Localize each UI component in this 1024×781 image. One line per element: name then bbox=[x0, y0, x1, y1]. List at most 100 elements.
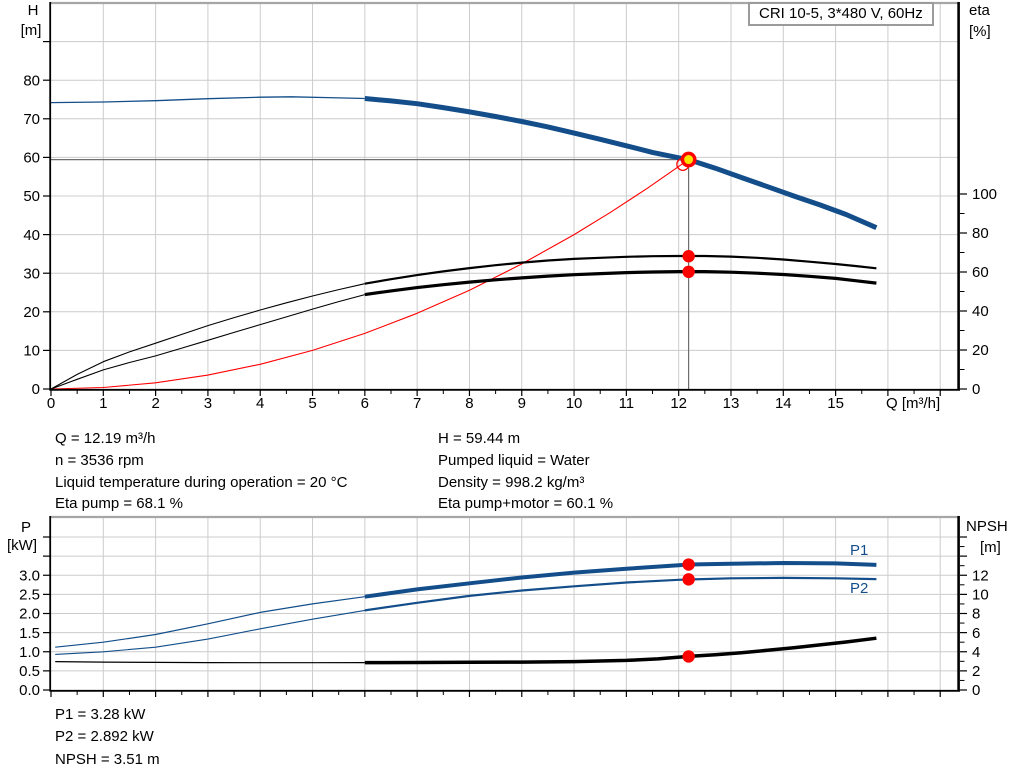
eta-pump-motor-curve-thin bbox=[50, 294, 365, 390]
result-p1: P1 = 3.28 kW bbox=[55, 706, 146, 723]
left-tick-label: 80 bbox=[23, 72, 40, 89]
x-tick-label: 13 bbox=[723, 395, 740, 412]
left-tick-label: 2.5 bbox=[19, 587, 40, 604]
x-tick-label: 4 bbox=[256, 395, 264, 412]
qh-eta-chart-x-ticks: 0 1 2 3 4 5 6 7 8 9 10 11 12 13 14 15 bbox=[47, 390, 941, 412]
x-tick-label: 11 bbox=[619, 395, 635, 412]
left-tick-label: 0.5 bbox=[19, 663, 40, 680]
info-eta-pump-motor: Eta pump+motor = 60.1 % bbox=[438, 495, 614, 513]
info-flow: Q = 12.19 m³/h bbox=[55, 430, 156, 447]
power-npsh-chart-right-ticks: 0 2 4 6 8 10 12 bbox=[960, 536, 989, 699]
npsh-curve-thin bbox=[55, 661, 365, 664]
power-npsh-chart-left-ticks: 0.0 0.5 1.0 1.5 2.0 2.5 3.0 bbox=[19, 536, 50, 699]
info-column-right: H = 59.44 m Pumped liquid = Water Densit… bbox=[438, 428, 613, 515]
right-tick-label: 0 bbox=[972, 381, 980, 398]
right-tick-label: 20 bbox=[972, 342, 989, 359]
info-density: Density = 998.2 kg/m³ bbox=[438, 473, 585, 491]
npsh-dot bbox=[682, 650, 695, 663]
eta-pump-motor-curve bbox=[364, 270, 877, 297]
left-tick-label: 0 bbox=[32, 381, 40, 398]
x-tick-label: 6 bbox=[361, 395, 369, 412]
left-tick-label: 1.5 bbox=[19, 625, 40, 642]
left-tick-label: 0.0 bbox=[19, 682, 40, 699]
qh-eta-chart: 0 1 2 3 4 5 6 7 8 9 10 11 12 13 14 15010203040506070800… bbox=[23, 1, 997, 412]
x-tick-label: 7 bbox=[413, 395, 421, 412]
x-tick-label: 0 bbox=[47, 395, 55, 412]
left-tick-label: 1.0 bbox=[19, 644, 40, 661]
qh-eta-chart-right-ticks: 0 20 40 60 80 100 bbox=[960, 186, 997, 398]
left-tick-label: 70 bbox=[23, 111, 40, 128]
eta-pump-motor-dot bbox=[682, 265, 695, 279]
info-eta-pump: Eta pump = 68.1 % bbox=[55, 495, 183, 513]
qh-curve bbox=[364, 96, 878, 230]
p2-curve-thin bbox=[55, 609, 365, 655]
power-npsh-chart-grid bbox=[51, 517, 958, 690]
right-tick-label: 80 bbox=[972, 225, 989, 242]
info-temperature: Liquid temperature during operation = 20… bbox=[55, 473, 348, 491]
results-block: P1 = 3.28 kW P2 = 2.892 kW NPSH = 3.51 m bbox=[55, 704, 160, 771]
info-liquid: Pumped liquid = Water bbox=[438, 451, 590, 469]
right-tick-label: 12 bbox=[972, 567, 989, 584]
duty-point-marker[interactable] bbox=[680, 151, 697, 168]
left-tick-label: 60 bbox=[23, 150, 40, 167]
x-tick-label: 14 bbox=[775, 395, 792, 412]
x-tick-label: 12 bbox=[670, 395, 687, 412]
eta-pump-curve-thin bbox=[50, 283, 365, 390]
qh-eta-chart-grid bbox=[51, 3, 958, 389]
system-curve bbox=[50, 159, 689, 390]
eta-pump-dot bbox=[682, 250, 695, 263]
left-tick-label: 3.0 bbox=[19, 567, 40, 584]
info-head: H = 59.44 m bbox=[438, 430, 521, 447]
left-tick-label: 10 bbox=[23, 343, 40, 360]
p2-dot bbox=[682, 573, 695, 586]
power-npsh-chart: 0.0 0.5 1.0 1.5 2.0 2.5 3.0 0 2 4 6 8 10 12 bbox=[19, 515, 989, 699]
q-axis-title: Q [m³/h] bbox=[886, 395, 941, 412]
left-tick-label: 40 bbox=[23, 227, 40, 244]
left-tick-label: 50 bbox=[23, 188, 40, 205]
x-tick-label: 15 bbox=[827, 395, 844, 412]
p2-curve bbox=[364, 576, 877, 612]
x-tick-label: 8 bbox=[465, 395, 473, 412]
npsh-curve bbox=[364, 636, 877, 665]
eta-axis-unit: [%] bbox=[969, 23, 991, 40]
result-p2: P2 = 2.892 kW bbox=[55, 728, 154, 746]
x-tick-label: 10 bbox=[566, 395, 583, 412]
right-tick-label: 6 bbox=[972, 625, 980, 642]
x-tick-label: 3 bbox=[204, 395, 212, 412]
p1-curve bbox=[364, 561, 877, 599]
npsh-axis-unit: [m] bbox=[980, 539, 1001, 556]
p-axis-unit: [kW] bbox=[7, 537, 37, 554]
x-tick-label: 2 bbox=[151, 395, 159, 412]
right-tick-label: 10 bbox=[972, 587, 989, 604]
h-axis-unit: [m] bbox=[20, 22, 42, 39]
right-tick-label: 8 bbox=[972, 606, 980, 623]
p1-curve-label: P1 bbox=[850, 542, 869, 559]
p1-curve-thin bbox=[55, 596, 365, 648]
right-tick-label: 60 bbox=[972, 264, 989, 281]
right-tick-label: 100 bbox=[972, 186, 997, 203]
left-tick-label: 30 bbox=[23, 265, 40, 282]
p1-dot bbox=[682, 558, 695, 571]
qh-curve-thin bbox=[50, 96, 365, 104]
power-npsh-chart-x-ticks bbox=[50, 691, 941, 697]
info-speed: n = 3536 rpm bbox=[55, 451, 144, 469]
qh-eta-chart-left-ticks: 0 10 20 30 40 50 60 70 80 bbox=[23, 40, 50, 398]
x-tick-label: 5 bbox=[308, 395, 316, 412]
pump-type-box: CRI 10-5, 3*480 V, 60Hz bbox=[748, 2, 934, 26]
h-axis-title: H bbox=[27, 2, 39, 19]
x-tick-label: 1 bbox=[99, 395, 107, 412]
info-column-left: Q = 12.19 m³/h n = 3536 rpm Liquid tempe… bbox=[55, 428, 347, 515]
npsh-axis-title: NPSH bbox=[966, 518, 1008, 535]
p-axis-title: P bbox=[20, 519, 31, 536]
x-tick-label: 9 bbox=[518, 395, 526, 412]
result-npsh: NPSH = 3.51 m bbox=[55, 750, 160, 768]
right-tick-label: 0 bbox=[972, 682, 980, 699]
eta-pump-curve bbox=[364, 254, 877, 285]
left-tick-label: 20 bbox=[23, 304, 40, 321]
p2-curve-label: P2 bbox=[850, 580, 869, 597]
right-tick-label: 40 bbox=[972, 303, 989, 320]
eta-axis-title: eta bbox=[969, 2, 990, 19]
right-tick-label: 4 bbox=[972, 644, 980, 661]
